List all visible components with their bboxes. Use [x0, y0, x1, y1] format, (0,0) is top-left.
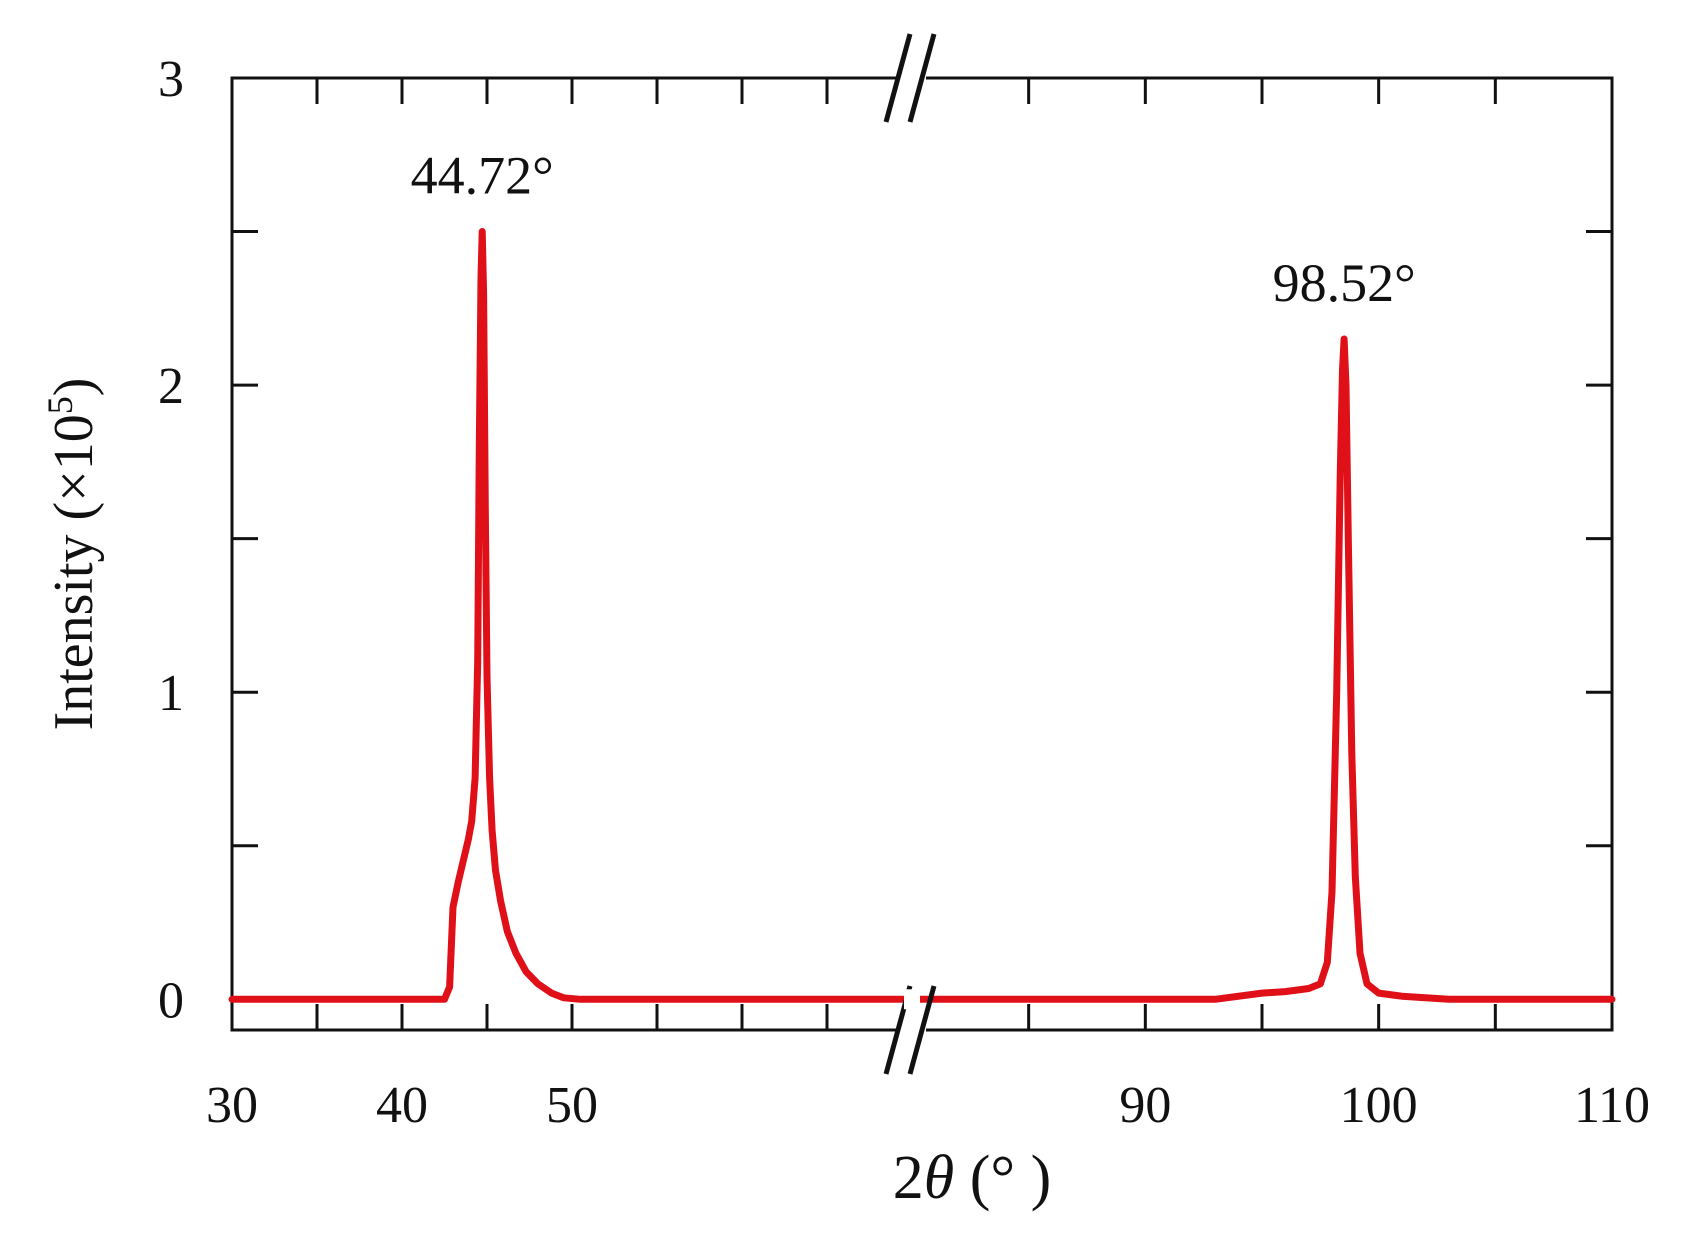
x-tick-label: 40: [376, 1077, 428, 1134]
axis-break-slash-top: [907, 33, 937, 123]
x-tick-label: 50: [546, 1077, 598, 1134]
y-tick-label: 2: [158, 358, 184, 415]
peak-annotations: 44.72° 98.52°: [411, 146, 1416, 313]
peak-annotation: 44.72°: [411, 146, 554, 206]
tick-labels: 30 40 50 90 100 110 0 1 2 3: [158, 51, 1650, 1134]
x-tick-label: 30: [206, 1077, 258, 1134]
axis-break-gap-series: [904, 989, 920, 1010]
plot-border: [230, 76, 1614, 1032]
xrd-series-line: [228, 228, 1616, 1003]
y-tick-label: 3: [158, 51, 184, 108]
y-tick-label: 0: [158, 972, 184, 1029]
peak-annotation: 98.52°: [1273, 253, 1416, 313]
x-tick-label: 100: [1340, 1077, 1418, 1134]
axis-break-slash-top: [883, 33, 913, 123]
y-axis-title: Intensity (×105): [40, 378, 105, 731]
series-layer: [228, 228, 1616, 1003]
x-axis-title: 2θ (° ): [893, 1144, 1052, 1212]
axis-ticks: [230, 76, 1614, 1030]
axis-break-marks: [883, 33, 937, 1075]
plot-frame: [230, 76, 1614, 1032]
y-tick-label: 1: [158, 665, 184, 722]
axis-break-slash-bottom: [907, 985, 937, 1075]
x-tick-label: 90: [1119, 1077, 1171, 1134]
axis-titles: 2θ (° ) Intensity (×105): [40, 378, 1051, 1212]
x-tick-label: 110: [1574, 1077, 1650, 1134]
